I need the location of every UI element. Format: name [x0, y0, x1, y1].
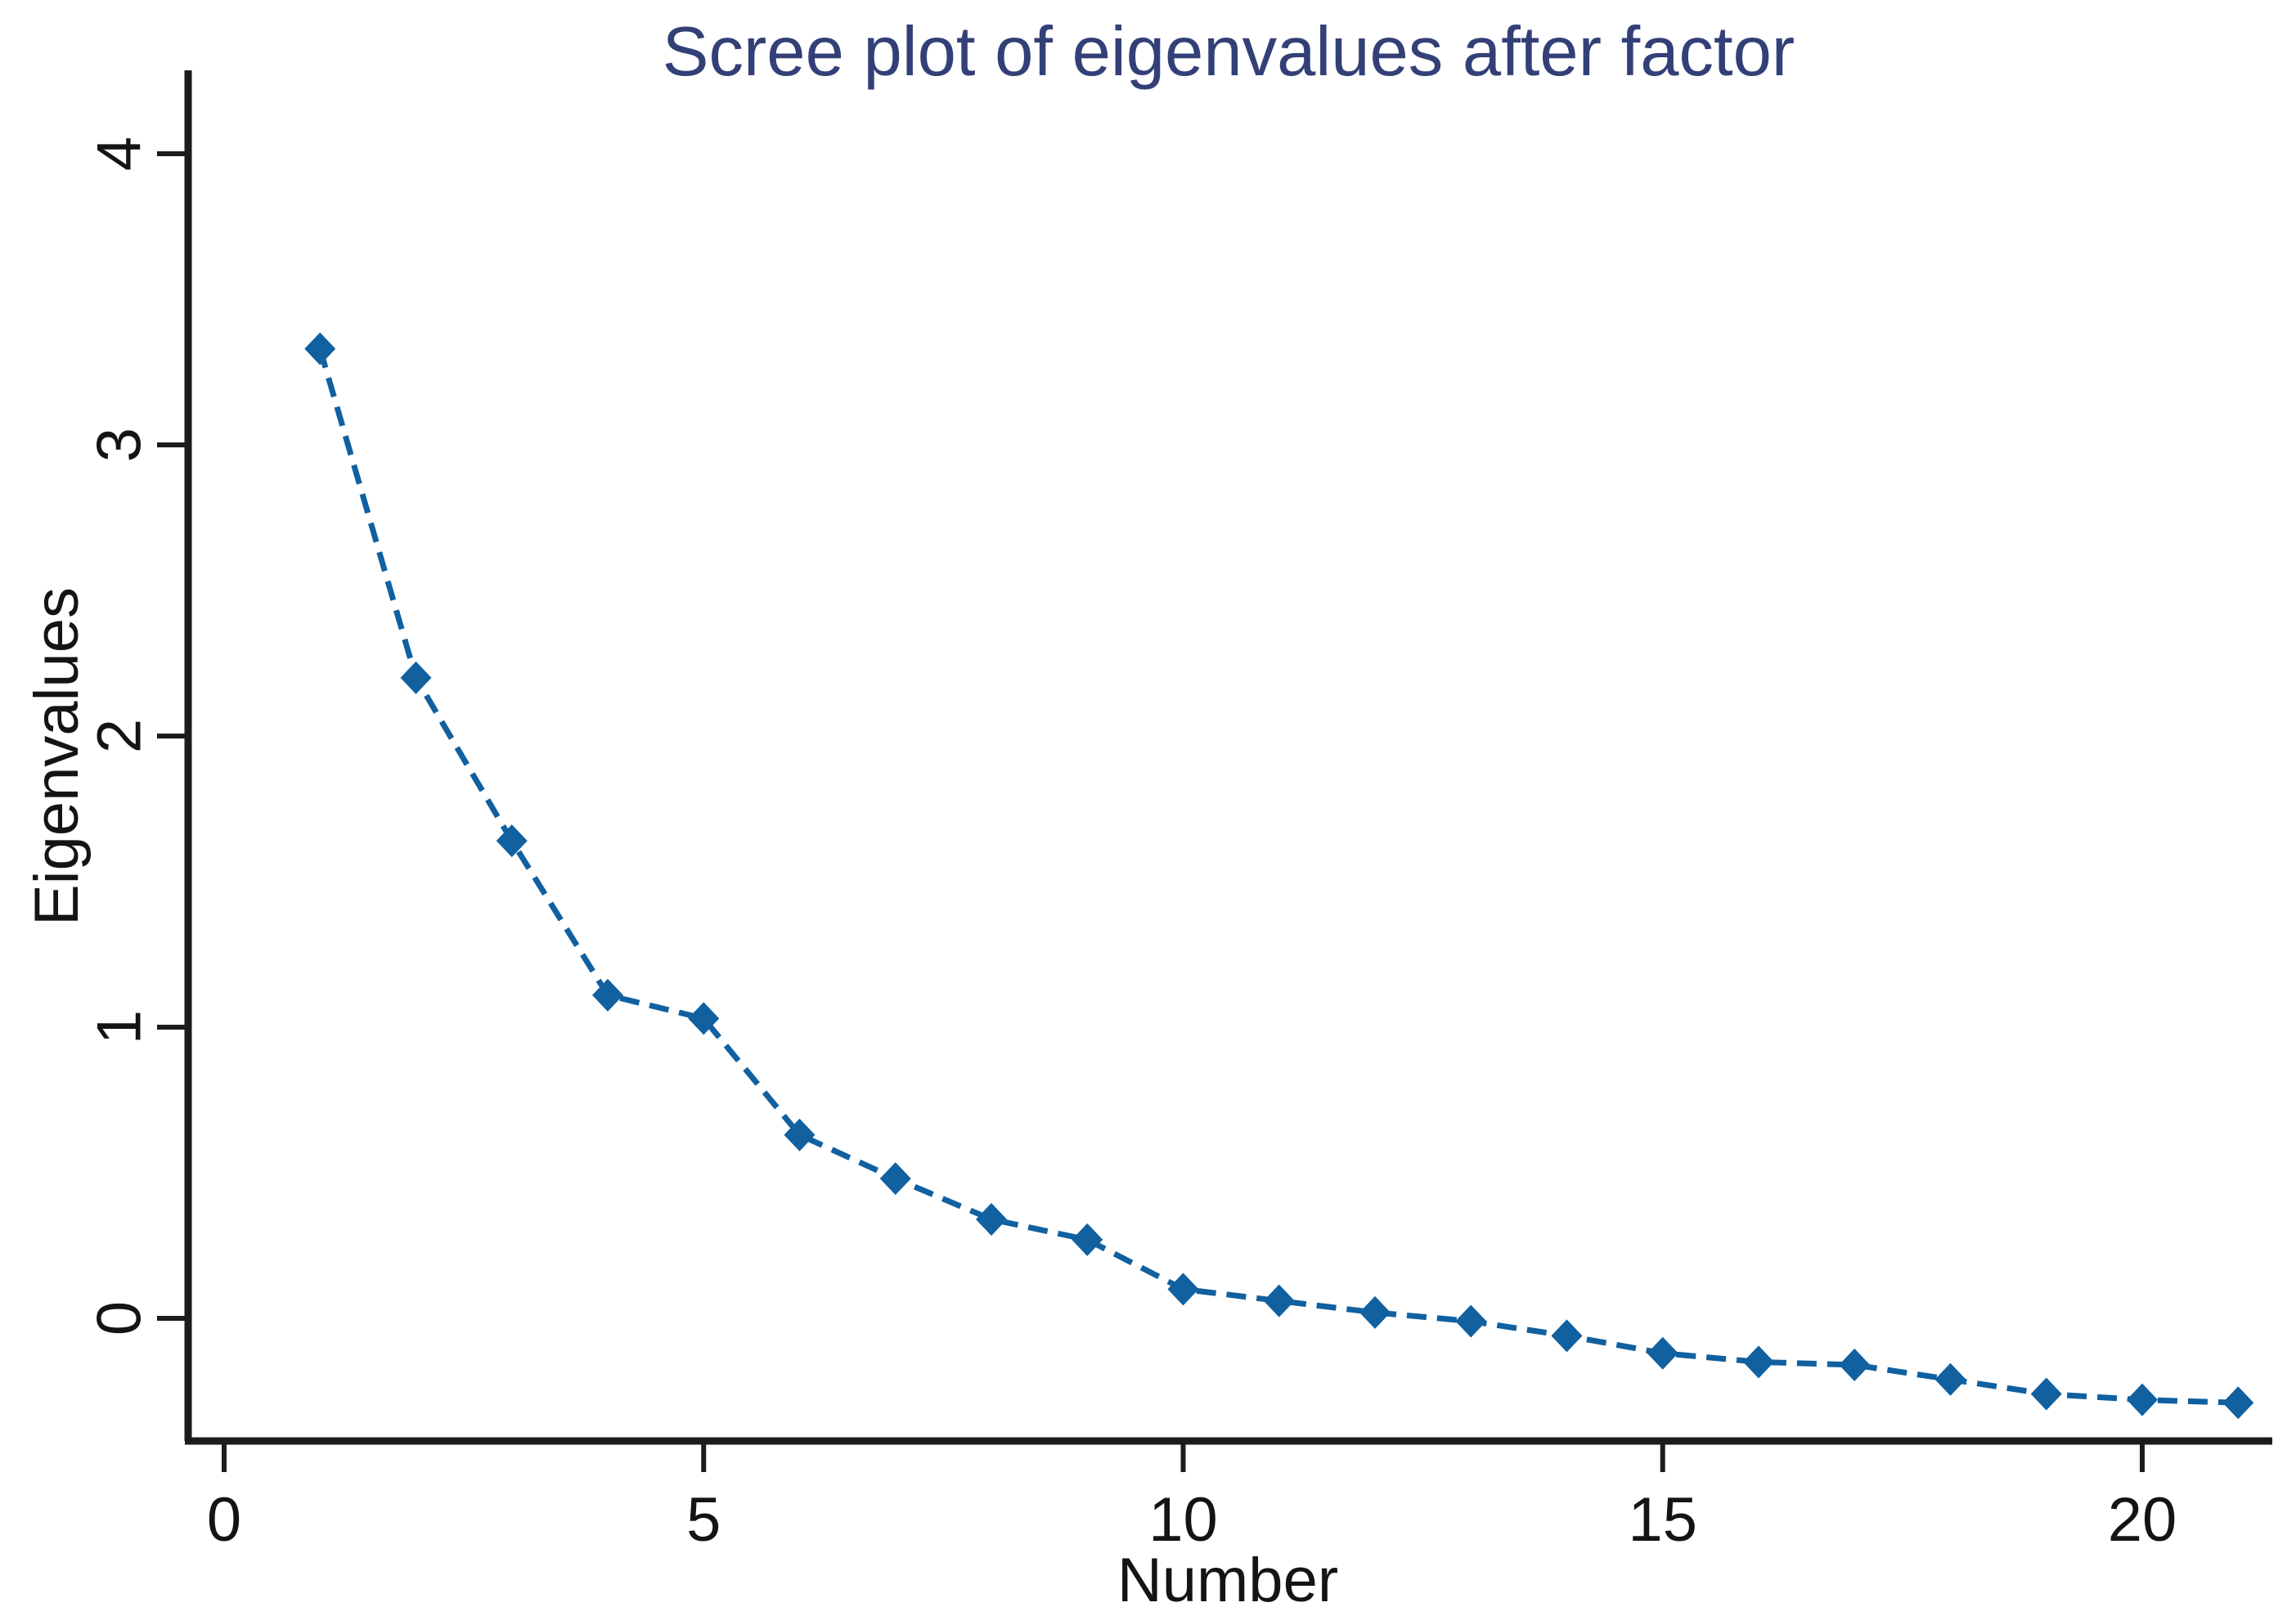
y-tick-label: 4 — [85, 137, 155, 171]
data-point-marker — [1167, 1273, 1199, 1306]
data-point-marker — [1839, 1348, 1871, 1381]
data-point-marker — [1743, 1345, 1774, 1379]
y-tick-label: 1 — [85, 1010, 155, 1044]
data-point-marker — [2030, 1377, 2062, 1411]
x-axis-title: Number — [1117, 1546, 1338, 1615]
data-point-marker — [1263, 1284, 1295, 1317]
y-tick-label: 2 — [85, 719, 155, 753]
data-point-marker — [2127, 1383, 2158, 1416]
x-tick-label: 5 — [686, 1485, 721, 1555]
axes: 0 5 10 15 20 0 1 2 3 4 — [85, 70, 2272, 1555]
x-tick-label: 0 — [207, 1485, 241, 1555]
data-point-marker — [784, 1118, 816, 1151]
x-tick-label: 10 — [1148, 1485, 1218, 1555]
data-point-marker — [1072, 1223, 1103, 1256]
data-point-marker — [1551, 1319, 1583, 1353]
x-tick-label: 20 — [2108, 1485, 2177, 1555]
data-point-marker — [1455, 1304, 1487, 1338]
data-point-marker — [2222, 1386, 2254, 1420]
y-tick-label: 0 — [85, 1301, 155, 1335]
x-tick-label: 15 — [1628, 1485, 1697, 1555]
data-point-marker — [976, 1202, 1007, 1236]
data-point-marker — [592, 978, 623, 1012]
y-axis-title: Eigenvalues — [22, 587, 92, 926]
data-point-marker — [304, 332, 336, 366]
data-point-marker — [1934, 1362, 1966, 1396]
data-point-marker — [400, 661, 432, 694]
eigenvalue-series — [304, 332, 2254, 1420]
y-tick-label: 3 — [85, 428, 155, 462]
data-point-marker — [1647, 1336, 1678, 1370]
series-line — [317, 348, 2239, 1406]
data-point-marker — [1359, 1295, 1391, 1329]
data-point-marker — [496, 824, 528, 858]
data-point-marker — [879, 1162, 911, 1196]
data-point-marker — [688, 1002, 720, 1035]
chart-title: Scree plot of eigenvalues after factor — [663, 13, 1795, 91]
